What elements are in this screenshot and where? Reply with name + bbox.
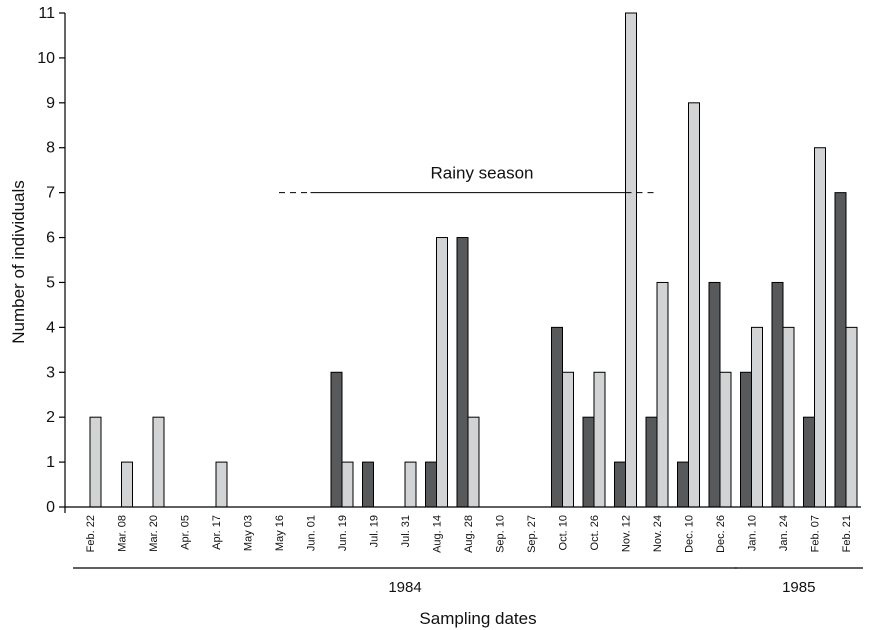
bar [688,102,700,508]
y-tick-label: 4 [46,319,55,336]
x-tick-label: Mar. 08 [117,515,129,552]
bar [656,281,669,508]
bar [362,461,374,508]
bar [404,461,417,508]
bar [341,461,354,508]
bar [456,237,469,508]
bar [467,416,480,508]
bar [215,461,228,508]
x-tick-label: Sep. 10 [495,515,507,553]
y-tick-label: 1 [46,454,55,471]
y-tick-label: 5 [46,274,55,291]
bar [834,192,847,508]
x-tick-label: Aug. 14 [432,515,444,553]
bar [751,326,763,508]
bar [425,461,437,508]
x-tick-label: Oct. 10 [558,515,570,550]
x-tick-label: Mar. 20 [148,515,160,552]
bar [436,237,448,508]
x-tick-label: Feb. 22 [85,515,97,552]
bar [814,147,826,508]
year-groups: 1984 1985 [73,567,863,596]
bar [551,326,563,508]
y-tick-label: 11 [38,5,55,22]
bar [645,416,658,508]
x-tick-label: May 16 [274,515,286,551]
bar [845,326,858,508]
bar [740,371,752,508]
x-tick-label: Jun. 01 [306,515,318,551]
rainy-season-annotation: Rainy season [279,164,657,194]
bars [89,12,858,508]
x-tick-label: Feb. 07 [810,515,822,552]
x-axis-label: Sampling dates [419,609,536,628]
y-tick-label: 0 [46,499,55,516]
x-axis: Feb. 22 Mar. 08 Mar. 20 Apr. 05 Apr. 17 May 0… [65,506,861,553]
y-tick-label: 2 [46,409,55,426]
x-tick-label: Dec. 10 [684,515,696,553]
x-tick-label: Jan. 24 [778,515,790,551]
bar [562,371,574,508]
x-tick-label: Nov. 12 [621,515,633,552]
bar [782,326,795,508]
x-tick-label: Jul. 19 [369,515,381,547]
y-tick-label: 8 [46,140,55,157]
x-tick-label: Jan. 10 [747,515,759,551]
bar [593,371,606,508]
bar [582,416,595,508]
bar [614,461,626,508]
bar [121,461,133,508]
bar [803,416,815,508]
x-tick-label: Nov. 24 [652,515,664,552]
y-tick-label: 6 [46,230,55,247]
x-tick-label: Aug. 28 [463,515,475,553]
bar [771,281,784,508]
bar [719,371,732,508]
x-tick-label: Jun. 19 [337,515,349,551]
year-label: 1984 [388,579,421,596]
y-tick-label: 7 [46,185,55,202]
y-axis-label: Number of individuals [9,180,28,343]
bar [625,12,637,508]
bar [677,461,689,508]
y-tick-label: 9 [46,95,55,112]
year-label: 1985 [782,579,815,596]
x-tick-label: Apr. 05 [180,515,192,550]
x-tick-label: Oct. 26 [589,515,601,550]
rainy-season-label: Rainy season [430,164,533,183]
x-tick-label: Jul. 31 [400,515,412,547]
y-tick-label: 10 [37,50,55,67]
y-axis: 0 1 2 3 4 5 6 7 8 9 10 11 [37,5,66,516]
bar [152,416,165,508]
bar [89,416,102,508]
x-tick-label: Dec. 26 [715,515,727,553]
bar [708,281,721,508]
bar [330,371,343,508]
x-tick-label: Feb. 21 [841,515,853,552]
x-tick-label: May 03 [243,515,255,551]
x-tick-label: Apr. 17 [211,515,223,550]
x-tick-label: Sep. 27 [526,515,538,553]
y-tick-label: 3 [46,364,55,381]
